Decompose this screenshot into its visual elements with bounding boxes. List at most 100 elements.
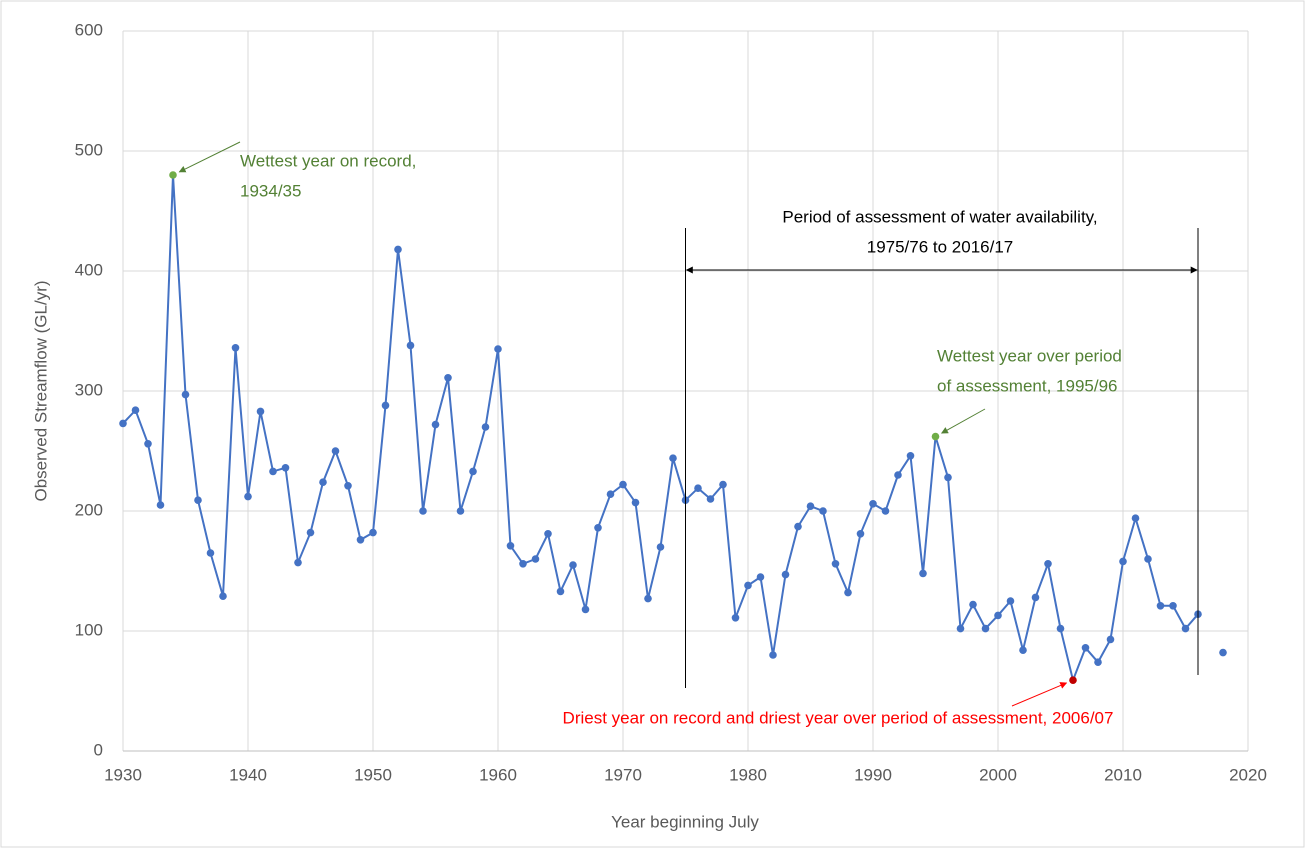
data-point — [794, 522, 802, 531]
data-point — [994, 611, 1002, 620]
y-tick-label: 100 — [75, 620, 103, 639]
data-point — [619, 480, 627, 489]
y-tick-label: 200 — [75, 500, 103, 519]
data-point — [606, 490, 615, 499]
annotation-text: 1934/35 — [240, 181, 301, 200]
data-point — [744, 581, 752, 590]
data-point — [969, 600, 977, 609]
x-tick-label: 1970 — [604, 765, 642, 784]
annotation-arrow — [941, 408, 986, 434]
period-label: Period of assessment of water availabili… — [782, 207, 1097, 226]
data-point — [119, 419, 127, 428]
x-axis-label: Year beginning July — [611, 812, 759, 831]
data-point — [244, 492, 252, 501]
data-point — [956, 624, 965, 633]
x-tick-label: 2020 — [1229, 765, 1267, 784]
data-point — [1006, 597, 1015, 605]
x-tick-label: 2010 — [1104, 765, 1142, 784]
data-point — [1081, 644, 1090, 652]
data-point — [319, 478, 327, 487]
data-point — [1069, 676, 1077, 684]
data-point — [419, 507, 427, 515]
data-point — [444, 374, 452, 382]
data-point — [556, 587, 565, 596]
data-point — [944, 473, 952, 482]
data-point — [869, 500, 877, 508]
data-point — [769, 651, 777, 659]
data-point — [156, 501, 165, 509]
annotation-arrow — [1011, 682, 1068, 707]
data-point — [669, 454, 677, 463]
data-point — [1131, 514, 1140, 522]
y-tick-label: 600 — [75, 20, 103, 39]
data-point — [331, 447, 340, 455]
x-tick-label: 1950 — [354, 765, 392, 784]
data-point — [219, 592, 227, 600]
data-point — [919, 569, 927, 578]
data-point — [631, 498, 640, 507]
data-point — [894, 471, 902, 479]
data-point — [181, 390, 190, 399]
data-point — [294, 558, 302, 567]
data-point — [656, 543, 665, 551]
y-tick-label: 0 — [94, 740, 103, 759]
data-point — [594, 524, 602, 532]
data-point — [1031, 593, 1040, 602]
data-point — [369, 528, 377, 537]
data-point — [781, 570, 790, 579]
data-point — [1094, 658, 1102, 666]
data-point — [356, 536, 365, 544]
x-tick-label: 1980 — [729, 765, 767, 784]
data-point — [694, 484, 702, 493]
data-point — [719, 480, 727, 489]
x-tick-label: 1940 — [229, 765, 267, 784]
data-point — [494, 345, 502, 353]
data-point — [856, 530, 865, 538]
data-point — [256, 407, 265, 416]
annotation-text: of assessment, 1995/96 — [937, 376, 1118, 395]
data-point — [344, 482, 352, 490]
data-point — [844, 588, 852, 597]
data-point — [806, 502, 815, 511]
data-point — [381, 401, 390, 410]
data-point — [1044, 560, 1052, 568]
data-point — [731, 614, 740, 622]
data-point — [544, 530, 552, 538]
y-tick-label: 300 — [75, 380, 103, 399]
data-point — [481, 423, 490, 431]
data-point — [1106, 635, 1115, 644]
data-point — [431, 420, 440, 429]
x-tick-label: 1930 — [104, 765, 142, 784]
annotation-text: Wettest year over period — [937, 346, 1122, 365]
y-axis-label: Observed Streamflow (GL/yr) — [31, 280, 50, 501]
data-point — [456, 507, 465, 515]
y-tick-label: 400 — [75, 260, 103, 279]
data-point — [469, 467, 477, 476]
data-point — [831, 560, 840, 568]
data-point — [756, 573, 765, 581]
data-point — [144, 440, 152, 448]
y-tick-label: 500 — [75, 140, 103, 159]
data-point — [1019, 646, 1027, 654]
annotation-arrow — [178, 141, 241, 173]
data-point — [644, 594, 652, 603]
data-point — [931, 432, 940, 441]
period-label: 1975/76 to 2016/17 — [867, 237, 1014, 256]
data-point — [569, 561, 577, 569]
data-point — [269, 467, 277, 476]
data-point — [581, 605, 590, 614]
data-point — [406, 341, 415, 350]
data-point — [169, 171, 177, 179]
data-point — [981, 624, 990, 633]
data-point — [194, 496, 202, 505]
data-point — [1056, 624, 1065, 633]
data-point — [906, 452, 915, 460]
series-line — [123, 175, 1223, 680]
data-point — [531, 555, 540, 563]
data-point — [1144, 555, 1152, 563]
annotation-text: Driest year on record and driest year ov… — [563, 708, 1114, 727]
x-tick-label: 1990 — [854, 765, 892, 784]
data-point — [1219, 648, 1227, 657]
